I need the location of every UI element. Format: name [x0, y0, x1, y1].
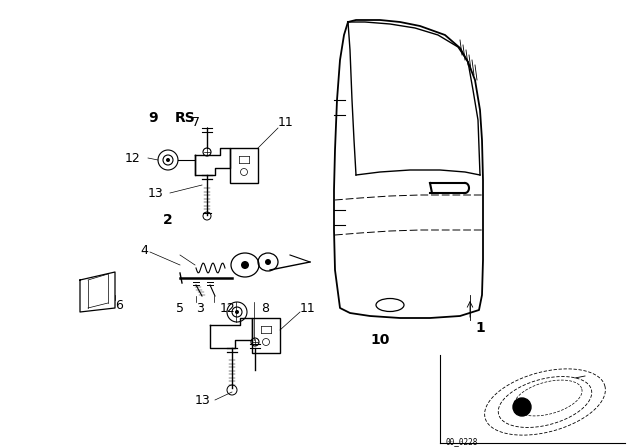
Circle shape — [265, 259, 271, 265]
Text: 11: 11 — [278, 116, 294, 129]
Text: 5: 5 — [176, 302, 184, 314]
Text: 12: 12 — [125, 151, 141, 164]
Text: 13: 13 — [195, 393, 211, 406]
Circle shape — [241, 261, 249, 269]
Circle shape — [166, 158, 170, 162]
Text: RS: RS — [175, 111, 196, 125]
Text: 9: 9 — [148, 111, 157, 125]
Text: 12: 12 — [220, 302, 236, 314]
Circle shape — [235, 310, 239, 314]
Text: 10: 10 — [371, 333, 390, 347]
Text: 13: 13 — [148, 186, 164, 199]
Text: 3: 3 — [196, 302, 204, 314]
Text: 2: 2 — [163, 213, 173, 227]
Text: 6: 6 — [115, 298, 123, 311]
Text: 7: 7 — [192, 116, 200, 129]
Circle shape — [513, 398, 531, 416]
Text: 00_0228: 00_0228 — [445, 437, 477, 446]
Text: 11: 11 — [300, 302, 316, 314]
Text: 1: 1 — [475, 321, 484, 335]
Text: 8: 8 — [261, 302, 269, 314]
Text: 4: 4 — [140, 244, 148, 257]
